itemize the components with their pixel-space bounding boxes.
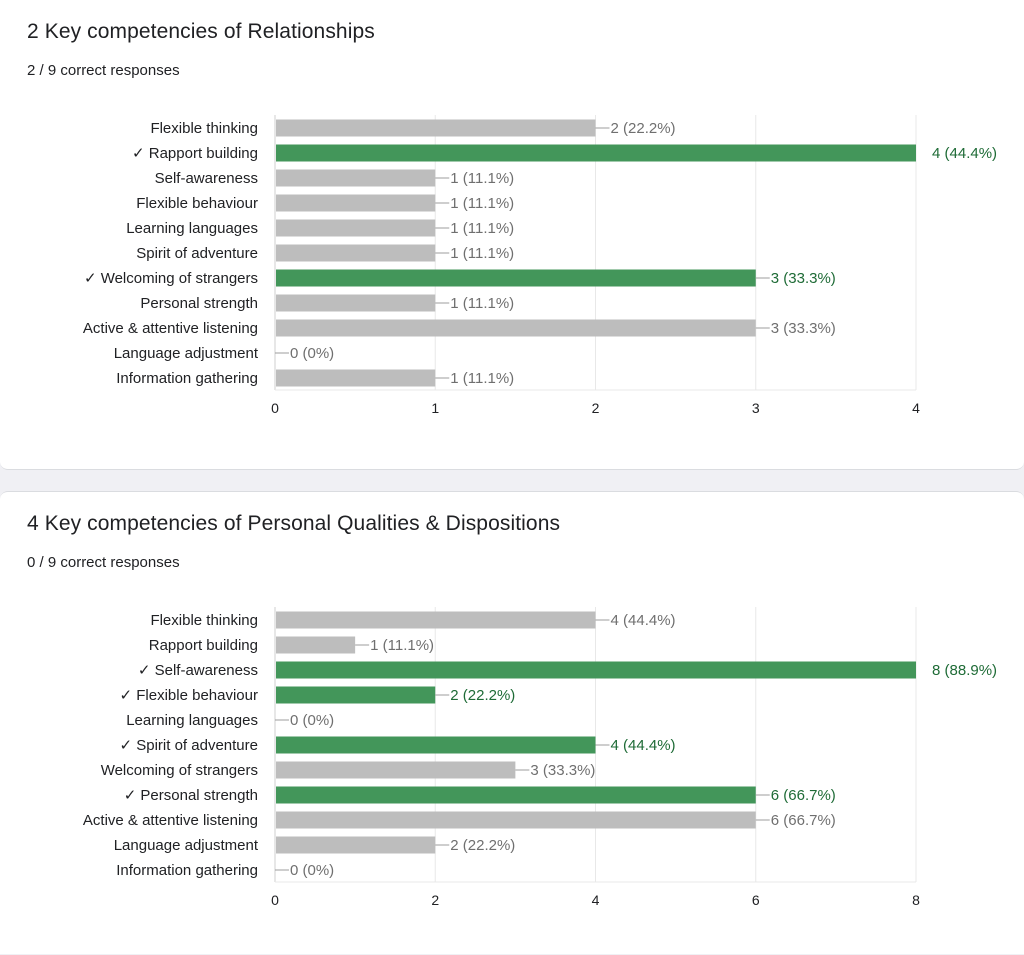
- correct-responses-count: 2 / 9 correct responses: [27, 62, 180, 79]
- data-label: 3 (33.3%): [771, 320, 836, 337]
- bar: [276, 319, 756, 337]
- correct-responses-count: 0 / 9 correct responses: [27, 554, 180, 571]
- bar: [276, 786, 756, 804]
- category-label: Self-awareness: [155, 170, 258, 187]
- data-label: 1 (11.1%): [450, 220, 514, 237]
- bar: [276, 244, 436, 262]
- x-tick-label: 0: [271, 400, 279, 416]
- data-label: 8 (88.9%): [932, 662, 997, 679]
- category-label: ✓ Personal strength: [124, 787, 258, 804]
- bar: [276, 219, 436, 237]
- bar: [276, 119, 596, 137]
- category-label: ✓ Spirit of adventure: [120, 737, 258, 754]
- bar: [276, 169, 436, 187]
- bar-chart-relationships: 0 1 2 3 4 Flexible thinking 2 (22.2%) ✓ Rapport…: [83, 115, 997, 416]
- data-label: 0 (0%): [290, 345, 334, 362]
- data-label: 1 (11.1%): [450, 245, 514, 262]
- x-tick-label: 1: [431, 400, 439, 416]
- category-label: Flexible thinking: [150, 612, 258, 629]
- category-label: Language adjustment: [114, 345, 259, 362]
- bar: [276, 736, 596, 754]
- data-label: 1 (11.1%): [450, 195, 514, 212]
- category-label: Active & attentive listening: [83, 812, 258, 829]
- data-label: 6 (66.7%): [771, 812, 836, 829]
- bar: [276, 194, 436, 212]
- category-label: Information gathering: [116, 370, 258, 387]
- data-label: 2 (22.2%): [450, 837, 515, 854]
- data-label: 3 (33.3%): [771, 270, 836, 287]
- question-title: 2 Key competencies of Relationships: [27, 20, 375, 43]
- x-tick-label: 0: [271, 892, 279, 908]
- category-label: Personal strength: [140, 295, 258, 312]
- category-label: Flexible thinking: [150, 120, 258, 137]
- bar: [276, 836, 436, 854]
- category-label: ✓ Flexible behaviour: [120, 687, 258, 704]
- question-card-relationships: 2 Key competencies of Relationships 2 / …: [0, 0, 1024, 470]
- x-tick-label: 6: [752, 892, 760, 908]
- bar: [276, 636, 356, 654]
- question-card-personal-qualities: 4 Key competencies of Personal Qualities…: [0, 491, 1024, 954]
- bar: [276, 761, 516, 779]
- category-label: ✓ Self-awareness: [138, 662, 258, 679]
- data-label: 1 (11.1%): [450, 370, 514, 387]
- category-label: Rapport building: [149, 637, 258, 654]
- bar: [276, 611, 596, 629]
- bar: [276, 144, 916, 162]
- category-label: Information gathering: [116, 862, 258, 879]
- data-label: 1 (11.1%): [370, 637, 434, 654]
- category-label: ✓ Rapport building: [132, 145, 258, 162]
- category-label: Active & attentive listening: [83, 320, 258, 337]
- bar: [276, 294, 436, 312]
- data-label: 2 (22.2%): [450, 687, 515, 704]
- x-tick-label: 2: [592, 400, 600, 416]
- category-label: Flexible behaviour: [136, 195, 258, 212]
- data-label: 0 (0%): [290, 862, 334, 879]
- x-tick-label: 3: [752, 400, 760, 416]
- category-label: Learning languages: [126, 220, 258, 237]
- x-tick-label: 4: [592, 892, 600, 908]
- x-tick-label: 2: [431, 892, 439, 908]
- x-tick-label: 4: [912, 400, 920, 416]
- x-tick-label: 8: [912, 892, 920, 908]
- category-label: Learning languages: [126, 712, 258, 729]
- bar: [276, 661, 916, 679]
- data-label: 1 (11.1%): [450, 295, 514, 312]
- bar: [276, 686, 436, 704]
- data-label: 2 (22.2%): [611, 120, 676, 137]
- category-label: Spirit of adventure: [136, 245, 258, 262]
- bar: [276, 811, 756, 829]
- data-label: 0 (0%): [290, 712, 334, 729]
- data-label: 3 (33.3%): [530, 762, 595, 779]
- category-label: ✓ Welcoming of strangers: [84, 270, 258, 287]
- data-label: 6 (66.7%): [771, 787, 836, 804]
- data-label: 4 (44.4%): [611, 612, 676, 629]
- question-title: 4 Key competencies of Personal Qualities…: [27, 512, 561, 535]
- bar-chart-personal-qualities: 0 2 4 6 8 Flexible thinking 4 (44.4%) Rapport b…: [83, 607, 997, 908]
- category-label: Welcoming of strangers: [101, 762, 258, 779]
- category-label: Language adjustment: [114, 837, 259, 854]
- data-label: 1 (11.1%): [450, 170, 514, 187]
- data-label: 4 (44.4%): [611, 737, 676, 754]
- bar: [276, 369, 436, 387]
- bar: [276, 269, 756, 287]
- data-label: 4 (44.4%): [932, 145, 997, 162]
